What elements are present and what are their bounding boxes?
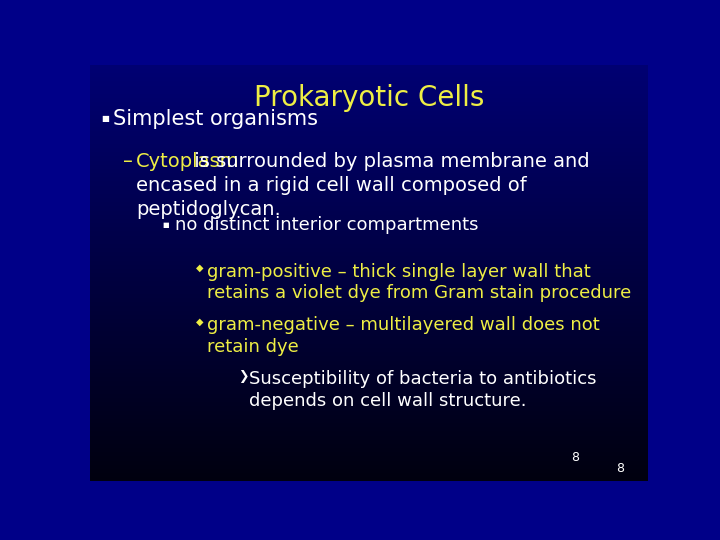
- Text: –: –: [124, 152, 133, 171]
- Text: depends on cell wall structure.: depends on cell wall structure.: [249, 392, 526, 410]
- Text: peptidoglycan.: peptidoglycan.: [136, 199, 281, 219]
- Text: ■: ■: [163, 222, 169, 228]
- Text: Cytoplasm: Cytoplasm: [136, 152, 239, 171]
- Text: encased in a rigid cell wall composed of: encased in a rigid cell wall composed of: [136, 176, 526, 195]
- Text: is surrounded by plasma membrane and: is surrounded by plasma membrane and: [188, 152, 589, 171]
- Text: Simplest organisms: Simplest organisms: [114, 109, 318, 129]
- Text: ◆: ◆: [196, 316, 204, 326]
- Text: retain dye: retain dye: [207, 338, 299, 356]
- Text: no distinct interior compartments: no distinct interior compartments: [175, 217, 478, 234]
- Text: Susceptibility of bacteria to antibiotics: Susceptibility of bacteria to antibiotic…: [249, 370, 597, 388]
- Text: ◆: ◆: [196, 263, 204, 273]
- Text: retains a violet dye from Gram stain procedure: retains a violet dye from Gram stain pro…: [207, 285, 631, 302]
- Text: 8: 8: [616, 462, 624, 475]
- Text: ❯: ❯: [238, 370, 248, 383]
- Text: gram-positive – thick single layer wall that: gram-positive – thick single layer wall …: [207, 263, 591, 281]
- Text: 8: 8: [572, 451, 580, 464]
- Text: Prokaryotic Cells: Prokaryotic Cells: [254, 84, 484, 112]
- Text: gram-negative – multilayered wall does not: gram-negative – multilayered wall does n…: [207, 316, 600, 334]
- Text: ■: ■: [101, 114, 109, 123]
